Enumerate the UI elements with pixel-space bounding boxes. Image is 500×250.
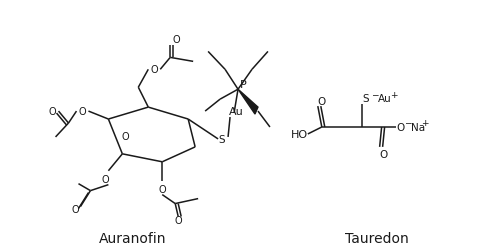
Text: O: O <box>78 107 86 117</box>
Text: Au: Au <box>228 107 244 117</box>
Text: O: O <box>396 122 405 132</box>
Text: S: S <box>219 134 226 144</box>
Text: O: O <box>150 65 158 75</box>
Text: −: − <box>370 90 378 99</box>
Text: O: O <box>158 184 166 194</box>
Text: −: − <box>404 118 411 127</box>
Text: HO: HO <box>290 130 308 140</box>
Text: Au: Au <box>378 94 392 104</box>
Text: Auranofin: Auranofin <box>99 232 166 245</box>
Text: O: O <box>318 97 326 107</box>
Text: Na: Na <box>410 122 424 132</box>
Text: +: + <box>422 118 429 127</box>
Text: O: O <box>122 132 129 141</box>
Text: +: + <box>390 90 397 99</box>
Text: O: O <box>172 35 180 45</box>
Text: Tauredon: Tauredon <box>346 232 409 245</box>
Text: O: O <box>72 204 80 214</box>
Text: P: P <box>240 80 246 90</box>
Text: O: O <box>48 107 56 117</box>
Text: O: O <box>380 149 388 159</box>
Text: O: O <box>102 174 109 184</box>
Polygon shape <box>238 90 258 114</box>
Text: O: O <box>174 216 182 226</box>
Text: S: S <box>362 94 370 104</box>
